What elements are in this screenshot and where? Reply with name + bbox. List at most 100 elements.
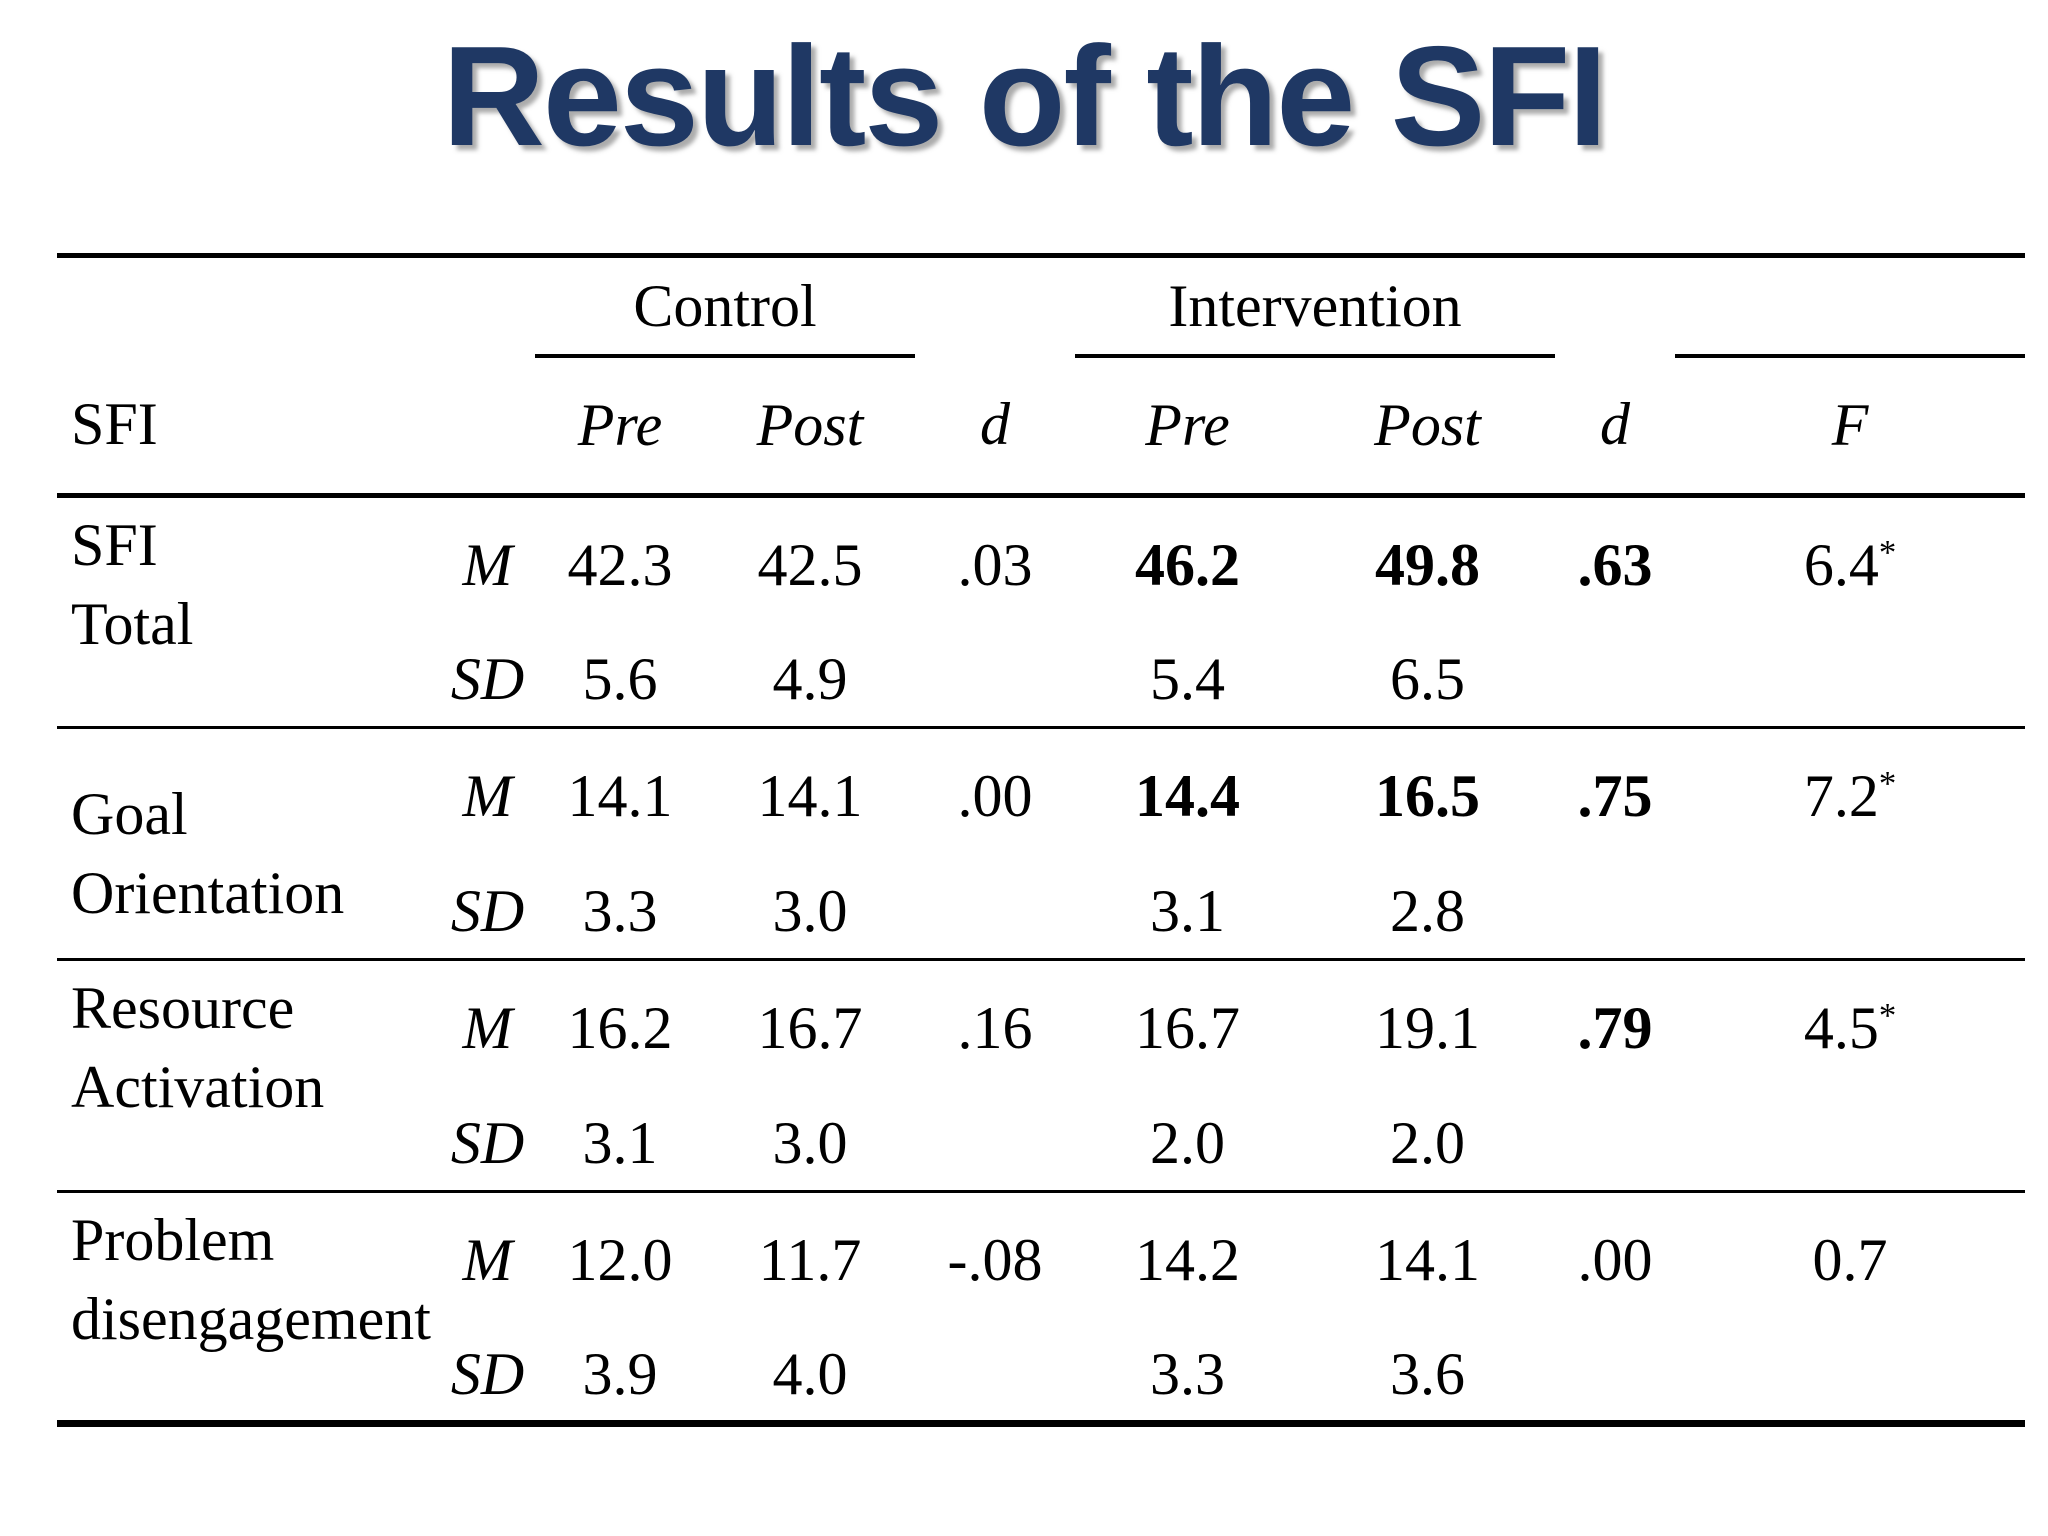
table-row: Problem disengagement M 12.0 11.7 -.08 1… [57,1192,2025,1352]
empty-cell [57,256,440,356]
empty-cell [1555,1328,1675,1424]
value-cell: 12.0 [567,1227,673,1294]
empty-cell [1555,864,1675,960]
col-header-intervention-pre: Pre [1145,392,1230,459]
table-row: SD 3.1 3.0 2.0 2.0 [57,1096,2025,1192]
stat-label: SD [450,1109,525,1176]
row-label: Goal Orientation [71,781,345,927]
value-cell: 14.1 [1375,1227,1480,1294]
value-cell: 3.3 [582,877,658,944]
value-cell: 7.2* [1803,763,1897,830]
value-cell: .75 [1577,763,1653,830]
table-row: Goal Orientation M 14.1 14.1 .00 14.4 16… [57,728,2025,926]
empty-cell [1555,1096,1675,1192]
value-cell: 42.3 [567,531,673,598]
value-cell: 14.2 [1135,1227,1240,1294]
value-cell: 3.0 [772,1109,848,1176]
value-cell: 6.4* [1803,531,1897,598]
corner-label: SFI [71,391,158,458]
table-row: SD 5.6 4.9 5.4 6.5 [57,632,2025,728]
table-row: SD 3.9 4.0 3.3 3.6 [57,1328,2025,1424]
row-label: Problem disengagement [71,1207,431,1353]
value-cell: 16.7 [1135,995,1240,1062]
stat-label: M [462,763,513,830]
significance-asterisk: * [1878,532,1897,572]
significance-asterisk: * [1878,996,1897,1036]
col-header-f: F [1831,392,1869,459]
value-cell: 4.0 [772,1340,848,1407]
group-header-row: Control Intervention [57,255,2026,358]
value-cell: 3.6 [1390,1340,1465,1407]
group-resource-activation: Resource Activation M 16.2 16.7 .16 16.7… [57,959,2026,1192]
stat-label: M [462,995,513,1062]
value-cell: 3.0 [772,877,848,944]
row-label: Resource Activation [71,975,325,1121]
empty-cell [440,256,535,356]
value-cell: 4.9 [772,645,848,712]
value-cell: 2.0 [1150,1109,1225,1176]
value-cell: 16.5 [1375,763,1480,830]
value-cell: 5.6 [582,645,658,712]
empty-cell [915,632,1075,728]
value-cell: .16 [957,995,1033,1062]
stat-label: M [462,1227,513,1294]
value-cell: 4.5* [1803,995,1897,1062]
value-cell: 3.1 [1150,877,1225,944]
value-cell: .00 [957,763,1033,830]
value-cell: 3.3 [1150,1340,1225,1407]
value-cell: 3.9 [582,1340,658,1407]
value-cell: 16.7 [757,995,863,1062]
significance-asterisk: * [1878,764,1897,804]
value-cell: 14.1 [567,763,673,830]
value-cell: 16.2 [567,995,673,1062]
value-cell: 19.1 [1375,995,1480,1062]
col-header-intervention-post: Post [1374,392,1481,459]
empty-cell [1675,1096,2025,1192]
empty-cell [1675,1328,2025,1424]
value-cell: .00 [1577,1227,1653,1294]
value-cell: 6.5 [1390,645,1465,712]
value-cell: .03 [957,531,1033,598]
value-cell: 3.1 [582,1109,658,1176]
stat-label: SD [450,1340,525,1407]
value-cell: 2.0 [1390,1109,1465,1176]
column-header-row: SFI Pre Post d Pre Post d F [57,356,2025,496]
empty-cell [1555,256,1675,356]
intervention-group-header: Intervention [1075,255,1556,358]
value-cell: 14.1 [757,763,863,830]
col-header-d2: d [1600,391,1631,458]
group-goal-orientation: Goal Orientation M 14.1 14.1 .00 14.4 16… [57,727,2026,960]
group-problem-disengagement: Problem disengagement M 12.0 11.7 -.08 1… [57,1191,2026,1424]
value-cell: .79 [1577,995,1653,1062]
empty-cell [1675,864,2025,960]
value-cell: 14.4 [1135,763,1240,830]
stat-label: SD [450,877,525,944]
stat-label: SD [450,645,525,712]
empty-cell [440,356,535,496]
empty-cell [915,1328,1075,1424]
value-cell: 5.4 [1150,645,1225,712]
slide-title: Results of the SFI [442,17,1607,176]
value-cell: 0.7 [1812,1227,1888,1294]
col-header-control-post: Post [756,392,864,459]
table-row: SD 3.3 3.0 3.1 2.8 [57,864,2025,960]
value-cell: .63 [1577,531,1653,598]
table-row: SFI Total M 42.3 42.5 .03 46.2 49.8 .63 … [57,496,2025,657]
table-row: Resource Activation M 16.2 16.7 .16 16.7… [57,960,2025,1120]
col-header-control-pre: Pre [577,392,663,459]
empty-cell [915,1096,1075,1192]
value-cell: 2.8 [1390,877,1465,944]
stat-label: M [462,531,513,598]
table-header: Control Intervention SFI Pre Post d Pre … [57,255,2026,496]
group-sfi-total: SFI Total M 42.3 42.5 .03 46.2 49.8 .63 … [57,496,2025,728]
empty-cell [915,864,1075,960]
value-cell: 46.2 [1135,531,1240,598]
empty-cell [915,256,1075,356]
control-group-header: Control [535,255,915,358]
value-cell: 49.8 [1375,531,1480,598]
value-cell: 11.7 [758,1227,862,1294]
results-table: Control Intervention SFI Pre Post d Pre … [57,253,2026,1427]
value-cell: -.08 [947,1227,1043,1294]
row-label: SFI Total [71,512,194,658]
